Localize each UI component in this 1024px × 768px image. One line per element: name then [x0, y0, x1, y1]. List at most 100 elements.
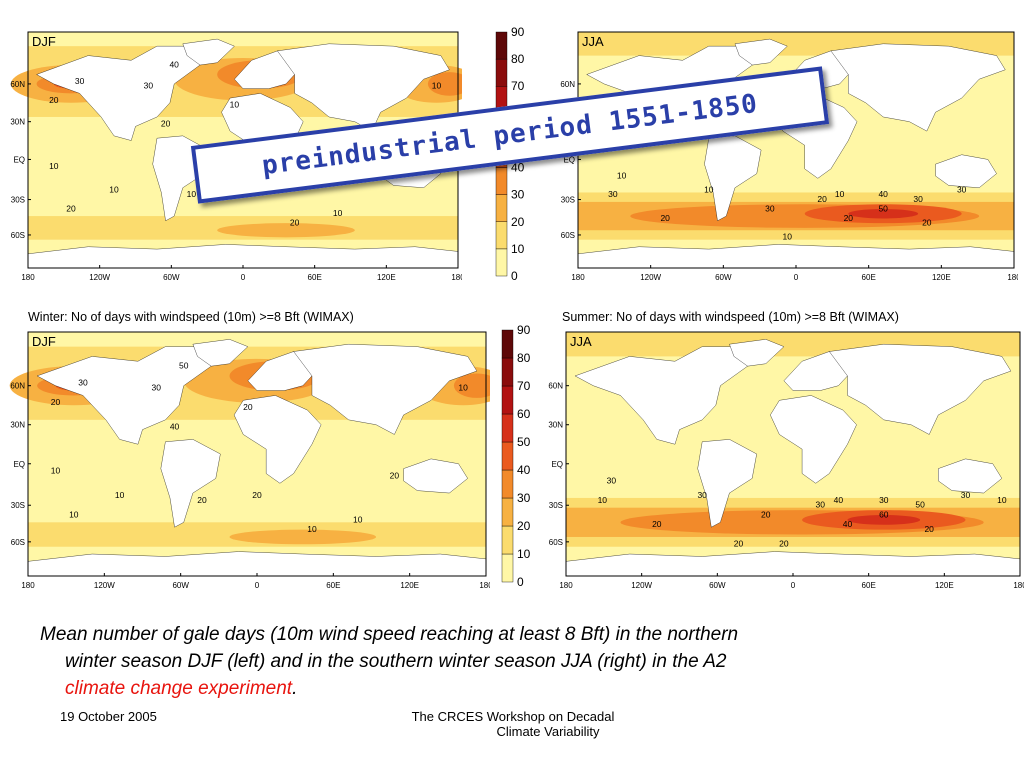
season-label: JJA — [570, 334, 592, 349]
lat-label: EQ — [563, 155, 575, 164]
lon-label: 180 — [451, 273, 462, 282]
lon-label: 60W — [715, 273, 732, 282]
colorbar-tick: 70 — [511, 79, 525, 93]
figure-caption: Mean number of gale days (10m wind speed… — [40, 621, 1000, 702]
contour-label: 40 — [878, 189, 888, 199]
contour-label: 30 — [913, 194, 923, 204]
colorbar-segment — [495, 31, 508, 60]
lon-label: 120W — [631, 581, 652, 590]
colorbar-tick: 80 — [517, 351, 531, 365]
contour-label: 20 — [761, 509, 771, 519]
lon-label: 60E — [862, 581, 876, 590]
colorbar-segment — [495, 221, 508, 250]
lon-label: 0 — [791, 581, 796, 590]
contour-label: 10 — [109, 184, 119, 194]
map-jja-a2: 60N 30N EQ 30S 60S 180 120W 60W 0 60E 120E 180 JJA 30… — [540, 328, 1024, 598]
colorbar-tick: 50 — [517, 435, 531, 449]
lat-label: 60N — [548, 382, 563, 391]
colorbar-tick: 30 — [511, 188, 525, 202]
lon-label: 120W — [94, 581, 115, 590]
lon-label: 180 — [559, 581, 573, 590]
lon-label: 60W — [172, 581, 189, 590]
lon-label: 60E — [326, 581, 340, 590]
contour-label: 10 — [49, 161, 59, 171]
contour-label: 40 — [169, 59, 179, 69]
lat-label: 60S — [11, 538, 25, 547]
footer-workshop: The CRCES Workshop on Decadal Climate Va… — [383, 709, 643, 739]
colorbar-tick: 40 — [517, 463, 531, 477]
contour-label: 20 — [49, 95, 59, 105]
colorbar-tick: 0 — [511, 269, 518, 283]
colorbar-segment — [501, 385, 514, 415]
colorbar-segment — [501, 441, 514, 471]
footer-workshop-line-1: The CRCES Workshop on Decadal — [411, 709, 615, 724]
lat-label: 60N — [560, 80, 575, 89]
colorbar-segment — [501, 357, 514, 387]
contour-label: 30 — [152, 383, 162, 393]
lat-label: 60S — [11, 231, 25, 240]
footer-workshop-line-2: Climate Variability — [496, 724, 600, 739]
contour-label: 30 — [697, 490, 707, 500]
lat-label: 30S — [11, 501, 25, 510]
contour-label: 10 — [432, 81, 442, 91]
contour-label: 10 — [997, 495, 1007, 505]
contour-label: 20 — [290, 218, 300, 228]
contour-label: 20 — [51, 397, 61, 407]
colorbar-segment — [501, 413, 514, 443]
contour-label: 10 — [333, 208, 343, 218]
contour-label: 20 — [66, 203, 76, 213]
contour-label: 20 — [924, 524, 934, 534]
lon-label: 120E — [932, 273, 951, 282]
colorbar-tick: 90 — [517, 324, 531, 337]
colorbar-tick: 10 — [511, 242, 525, 256]
contour-label: 10 — [458, 383, 468, 393]
contour-label: 10 — [187, 189, 197, 199]
colorbar-tick: 70 — [517, 379, 531, 393]
contour-label: 40 — [170, 422, 180, 432]
contour-label: 30 — [961, 490, 971, 500]
lon-label: 60W — [709, 581, 726, 590]
lon-label: 60W — [163, 273, 180, 282]
contour-label: 10 — [783, 232, 793, 242]
summer-map-title: Summer: No of days with windspeed (10m) … — [562, 310, 899, 324]
lon-label: 180 — [21, 273, 35, 282]
contour-label: 60 — [879, 509, 889, 519]
contour-label: 20 — [197, 495, 207, 505]
colorbar-tick: 60 — [517, 407, 531, 421]
lat-label: 60N — [10, 382, 25, 391]
colorbar-tick: 40 — [511, 161, 525, 175]
caption-line-3: climate change experiment. — [40, 675, 1000, 702]
lat-label: 30S — [11, 196, 25, 205]
colorbar-segment — [501, 497, 514, 527]
contour-label: 30 — [608, 189, 618, 199]
colorbar-tick: 30 — [517, 491, 531, 505]
contour-label: 10 — [835, 189, 845, 199]
contour-label: 20 — [817, 194, 827, 204]
colorbar-tick: 10 — [517, 547, 531, 561]
lon-label: 180 — [571, 273, 585, 282]
caption-end: . — [292, 678, 298, 699]
contour-label: 10 — [598, 495, 608, 505]
contour-label: 20 — [844, 213, 854, 223]
caption-line-1: Mean number of gale days (10m wind speed… — [40, 624, 739, 645]
caption-line-2: winter season DJF (left) and in the sout… — [65, 651, 727, 672]
season-label: DJF — [32, 334, 56, 349]
contour-label: 10 — [69, 509, 79, 519]
lon-label: 180 — [1013, 581, 1024, 590]
lat-label: 60N — [10, 80, 25, 89]
lat-label: EQ — [13, 460, 25, 469]
contour-label: 30 — [75, 76, 85, 86]
footer-date: 19 October 2005 — [60, 709, 157, 724]
colorbar-tick: 0 — [517, 575, 524, 589]
contour-label: 40 — [843, 519, 853, 529]
colorbar-segment — [495, 167, 508, 195]
contour-label: 10 — [617, 170, 627, 180]
contour-label: 10 — [115, 490, 125, 500]
contour-label: 10 — [704, 184, 714, 194]
season-label: DJF — [32, 34, 56, 49]
contour-label: 30 — [879, 495, 889, 505]
contour-label: 10 — [307, 524, 317, 534]
contour-label: 50 — [878, 203, 888, 213]
contour-label: 20 — [652, 519, 662, 529]
lon-label: 180 — [21, 581, 35, 590]
